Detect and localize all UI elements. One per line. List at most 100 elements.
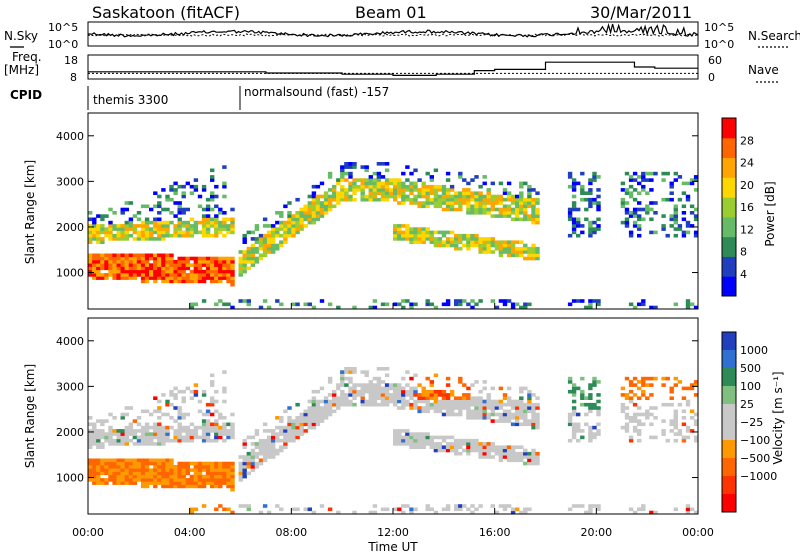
velocity-cell <box>323 412 329 417</box>
power-cell <box>360 184 365 189</box>
velocity-cell <box>287 438 292 443</box>
power-cell <box>96 230 101 235</box>
velocity-cell <box>393 435 398 440</box>
power-cell <box>185 233 190 238</box>
velocity-cell <box>506 455 512 459</box>
power-cell <box>246 230 251 235</box>
velocity-cell <box>397 435 402 440</box>
power-cell <box>397 201 402 205</box>
power-cell <box>88 224 93 228</box>
velocity-cell <box>632 376 638 381</box>
velocity-cell <box>185 481 190 485</box>
power-cell <box>413 230 418 235</box>
velocity-cell <box>527 409 532 414</box>
velocity-cell <box>295 507 300 512</box>
velocity-cell <box>470 399 475 404</box>
power-cell <box>124 224 129 228</box>
velocity-cell <box>128 425 134 430</box>
velocity-cell <box>201 419 207 423</box>
power-cell <box>161 273 166 277</box>
velocity-cell <box>303 409 308 414</box>
power-cell <box>376 197 382 202</box>
velocity-cell <box>266 448 272 453</box>
power-cell <box>441 302 447 307</box>
power-cell <box>214 230 219 235</box>
velocity-cell <box>226 432 231 436</box>
velocity-cell <box>283 409 288 414</box>
velocity-cell <box>205 409 211 414</box>
power-cell <box>498 250 504 254</box>
power-cell <box>116 263 121 267</box>
power-cell <box>336 178 341 182</box>
power-cell <box>429 302 434 307</box>
power-cell <box>425 184 430 189</box>
power-cell <box>189 269 195 274</box>
power-cell <box>340 165 345 169</box>
power-cell <box>181 224 186 228</box>
velocity-cell <box>120 461 125 466</box>
velocity-cell <box>275 416 280 420</box>
freq-label: Freq. <box>12 50 42 64</box>
velocity-cell <box>299 419 304 423</box>
power-cell <box>140 233 146 238</box>
velocity-cell <box>645 383 650 387</box>
power-cell <box>197 230 203 235</box>
velocity-cell <box>201 393 207 397</box>
power-cell <box>445 188 451 192</box>
velocity-cell <box>380 396 386 400</box>
velocity-cell <box>124 425 129 430</box>
power-cell <box>181 273 186 277</box>
power-cell <box>128 263 134 267</box>
velocity-cell <box>226 429 231 433</box>
velocity-cell <box>181 396 186 400</box>
velocity-cell <box>205 481 211 485</box>
velocity-cell <box>169 389 174 394</box>
power-cell <box>384 178 390 182</box>
power-cell <box>210 276 215 280</box>
power-cell <box>531 256 536 261</box>
power-cell <box>173 191 178 195</box>
velocity-cell <box>535 451 540 456</box>
power-cell <box>205 220 211 225</box>
power-cell <box>429 230 434 235</box>
power-cell <box>161 220 166 225</box>
velocity-cell <box>494 402 500 407</box>
power-cell <box>210 266 215 271</box>
velocity-cell <box>124 438 129 443</box>
x-tick-label: 00:00 <box>682 526 714 539</box>
velocity-cell <box>620 393 626 397</box>
x-tick-label: 16:00 <box>479 526 511 539</box>
velocity-cell <box>624 406 630 410</box>
velocity-cell <box>149 461 154 466</box>
velocity-cell <box>571 409 577 414</box>
power-cell <box>486 207 491 212</box>
power-cell <box>275 233 280 238</box>
power-cell <box>299 227 304 231</box>
velocity-cell <box>307 409 312 414</box>
power-cell <box>96 269 101 274</box>
velocity-cell <box>226 478 231 482</box>
power-cell <box>165 279 170 284</box>
power-cell <box>482 194 487 199</box>
velocity-cell <box>136 478 142 482</box>
power-cell <box>405 230 410 235</box>
power-cell <box>413 237 418 241</box>
power-cell <box>189 191 195 195</box>
velocity-cell <box>144 458 150 463</box>
velocity-cell <box>531 451 536 456</box>
velocity-cell <box>140 468 146 472</box>
power-cell <box>632 220 638 225</box>
power-cell <box>527 184 532 189</box>
power-cell <box>413 201 418 205</box>
velocity-cell <box>197 468 203 472</box>
power-cell <box>88 253 93 258</box>
power-cell <box>185 227 190 231</box>
velocity-cell <box>502 451 508 456</box>
velocity-cell <box>177 422 182 427</box>
velocity-cell <box>291 429 296 433</box>
power-cell <box>397 194 402 199</box>
velocity-cell <box>197 478 203 482</box>
power-cell <box>685 197 691 202</box>
velocity-cell <box>169 458 174 463</box>
power-cell <box>352 191 357 195</box>
